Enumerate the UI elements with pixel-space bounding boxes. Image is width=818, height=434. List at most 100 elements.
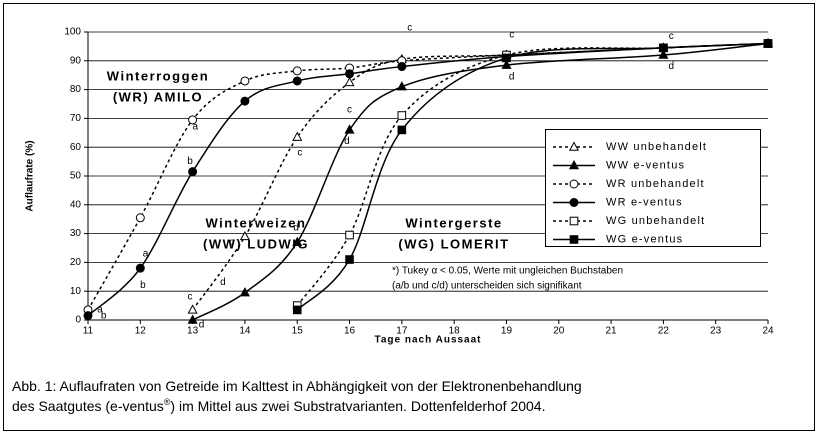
y-tick-label: 90 (70, 55, 82, 66)
annotation: c (509, 30, 514, 41)
marker (292, 76, 302, 86)
legend-box (545, 129, 761, 247)
x-tick-label: 16 (344, 326, 356, 337)
annotation: d (199, 320, 205, 331)
annotation: d (668, 61, 674, 72)
footnote: *) Tukey α < 0.05, Werte mit ungleichen … (392, 266, 623, 277)
x-tick-label: 19 (501, 326, 513, 337)
y-tick-label: 50 (70, 171, 82, 182)
series-line (87, 42, 769, 317)
x-tick-label: 12 (135, 326, 147, 337)
y-tick-label: 20 (70, 257, 82, 268)
caption: des Saatgutes (e-ventus®) im Mittel aus … (12, 397, 545, 414)
marker (502, 53, 511, 63)
marker (240, 76, 250, 86)
y-tick-label: 80 (70, 84, 82, 95)
legend-marker (569, 235, 579, 244)
x-tick-label: 17 (396, 326, 408, 337)
y-tick-label: 30 (70, 228, 82, 239)
legend-marker (568, 141, 580, 151)
legend-label: WR unbehandelt (606, 178, 705, 190)
marker (187, 304, 198, 314)
marker (763, 39, 773, 48)
marker (239, 230, 250, 241)
marker (292, 66, 302, 76)
marker (83, 311, 93, 321)
legend-label: WG e-ventus (606, 233, 683, 245)
group-label: Winterroggen (107, 68, 209, 83)
y-tick-label: 10 (70, 286, 82, 297)
marker (292, 131, 303, 141)
y-tick-label: 0 (75, 315, 81, 326)
marker (345, 255, 354, 264)
marker (240, 96, 250, 106)
annotation: c (297, 148, 302, 159)
marker (659, 43, 668, 53)
annotation: d (220, 277, 226, 288)
marker (344, 124, 355, 134)
x-tick-label: 20 (553, 326, 565, 337)
caption: Abb. 1: Auflaufraten von Getreide im Kal… (12, 378, 582, 394)
annotation: d (344, 136, 350, 147)
x-tick-label: 14 (239, 326, 251, 337)
marker (397, 62, 407, 72)
marker (658, 49, 669, 59)
annotation: b (101, 311, 107, 322)
y-tick-label: 60 (70, 142, 82, 153)
annotation: d (293, 222, 299, 233)
legend-marker (568, 159, 580, 170)
marker (187, 314, 198, 324)
annotation: c (188, 292, 193, 303)
footnote: (a/b und c/d) unterscheiden sich signifi… (392, 281, 582, 292)
series-line (192, 42, 769, 321)
group-label: (WG) LOMERIT (398, 236, 509, 251)
legend-marker (569, 216, 579, 226)
x-tick-label: 21 (606, 326, 618, 337)
marker (397, 125, 407, 135)
caption-sup: ® (164, 397, 171, 407)
annotation: b (140, 280, 146, 291)
x-tick-label: 18 (449, 326, 461, 337)
marker (135, 263, 145, 273)
x-tick-label: 11 (83, 326, 94, 337)
marker (239, 287, 250, 297)
legend-label: WG unbehandelt (606, 215, 705, 227)
caption-part: ) im Mittel aus zwei Substratvarianten. … (170, 398, 545, 414)
annotation: b (187, 156, 193, 167)
x-tick-label: 23 (710, 326, 722, 337)
group-label: Wintergerste (405, 215, 502, 230)
marker (135, 213, 145, 223)
x-tick-label: 22 (658, 326, 670, 337)
y-tick-label: 40 (70, 199, 82, 210)
caption-part: des Saatgutes (e-ventus (12, 398, 164, 414)
annotation: c (347, 104, 352, 115)
marker (292, 305, 302, 315)
annotation: c (669, 31, 674, 42)
legend-label: WW e-ventus (606, 159, 685, 171)
marker (345, 69, 355, 79)
series-line (192, 42, 769, 311)
legend-label: WW unbehandelt (606, 141, 707, 153)
y-axis-label: Auflaufrate (%) (25, 140, 36, 211)
y-tick-label: 100 (64, 27, 81, 38)
legend-marker (569, 179, 579, 189)
annotation: a (192, 122, 198, 133)
legend-marker (569, 198, 579, 207)
marker (292, 236, 303, 246)
group-label: (WW) LUDWIG (203, 236, 309, 251)
x-tick-label: 15 (292, 326, 304, 337)
y-tick-label: 70 (70, 113, 82, 124)
group-label: Winterweizen (206, 215, 307, 230)
marker (188, 115, 198, 125)
x-tick-label: 13 (187, 326, 199, 337)
annotation: a (97, 305, 103, 316)
x-axis-label: Tage nach Aussaat (374, 335, 481, 346)
annotation: c (407, 22, 412, 33)
legend-label: WR e-ventus (606, 196, 683, 208)
marker (344, 76, 355, 87)
series-line (296, 42, 769, 307)
group-label: (WR) AMILO (113, 89, 203, 104)
marker (345, 230, 354, 240)
x-tick-label: 24 (762, 326, 774, 337)
